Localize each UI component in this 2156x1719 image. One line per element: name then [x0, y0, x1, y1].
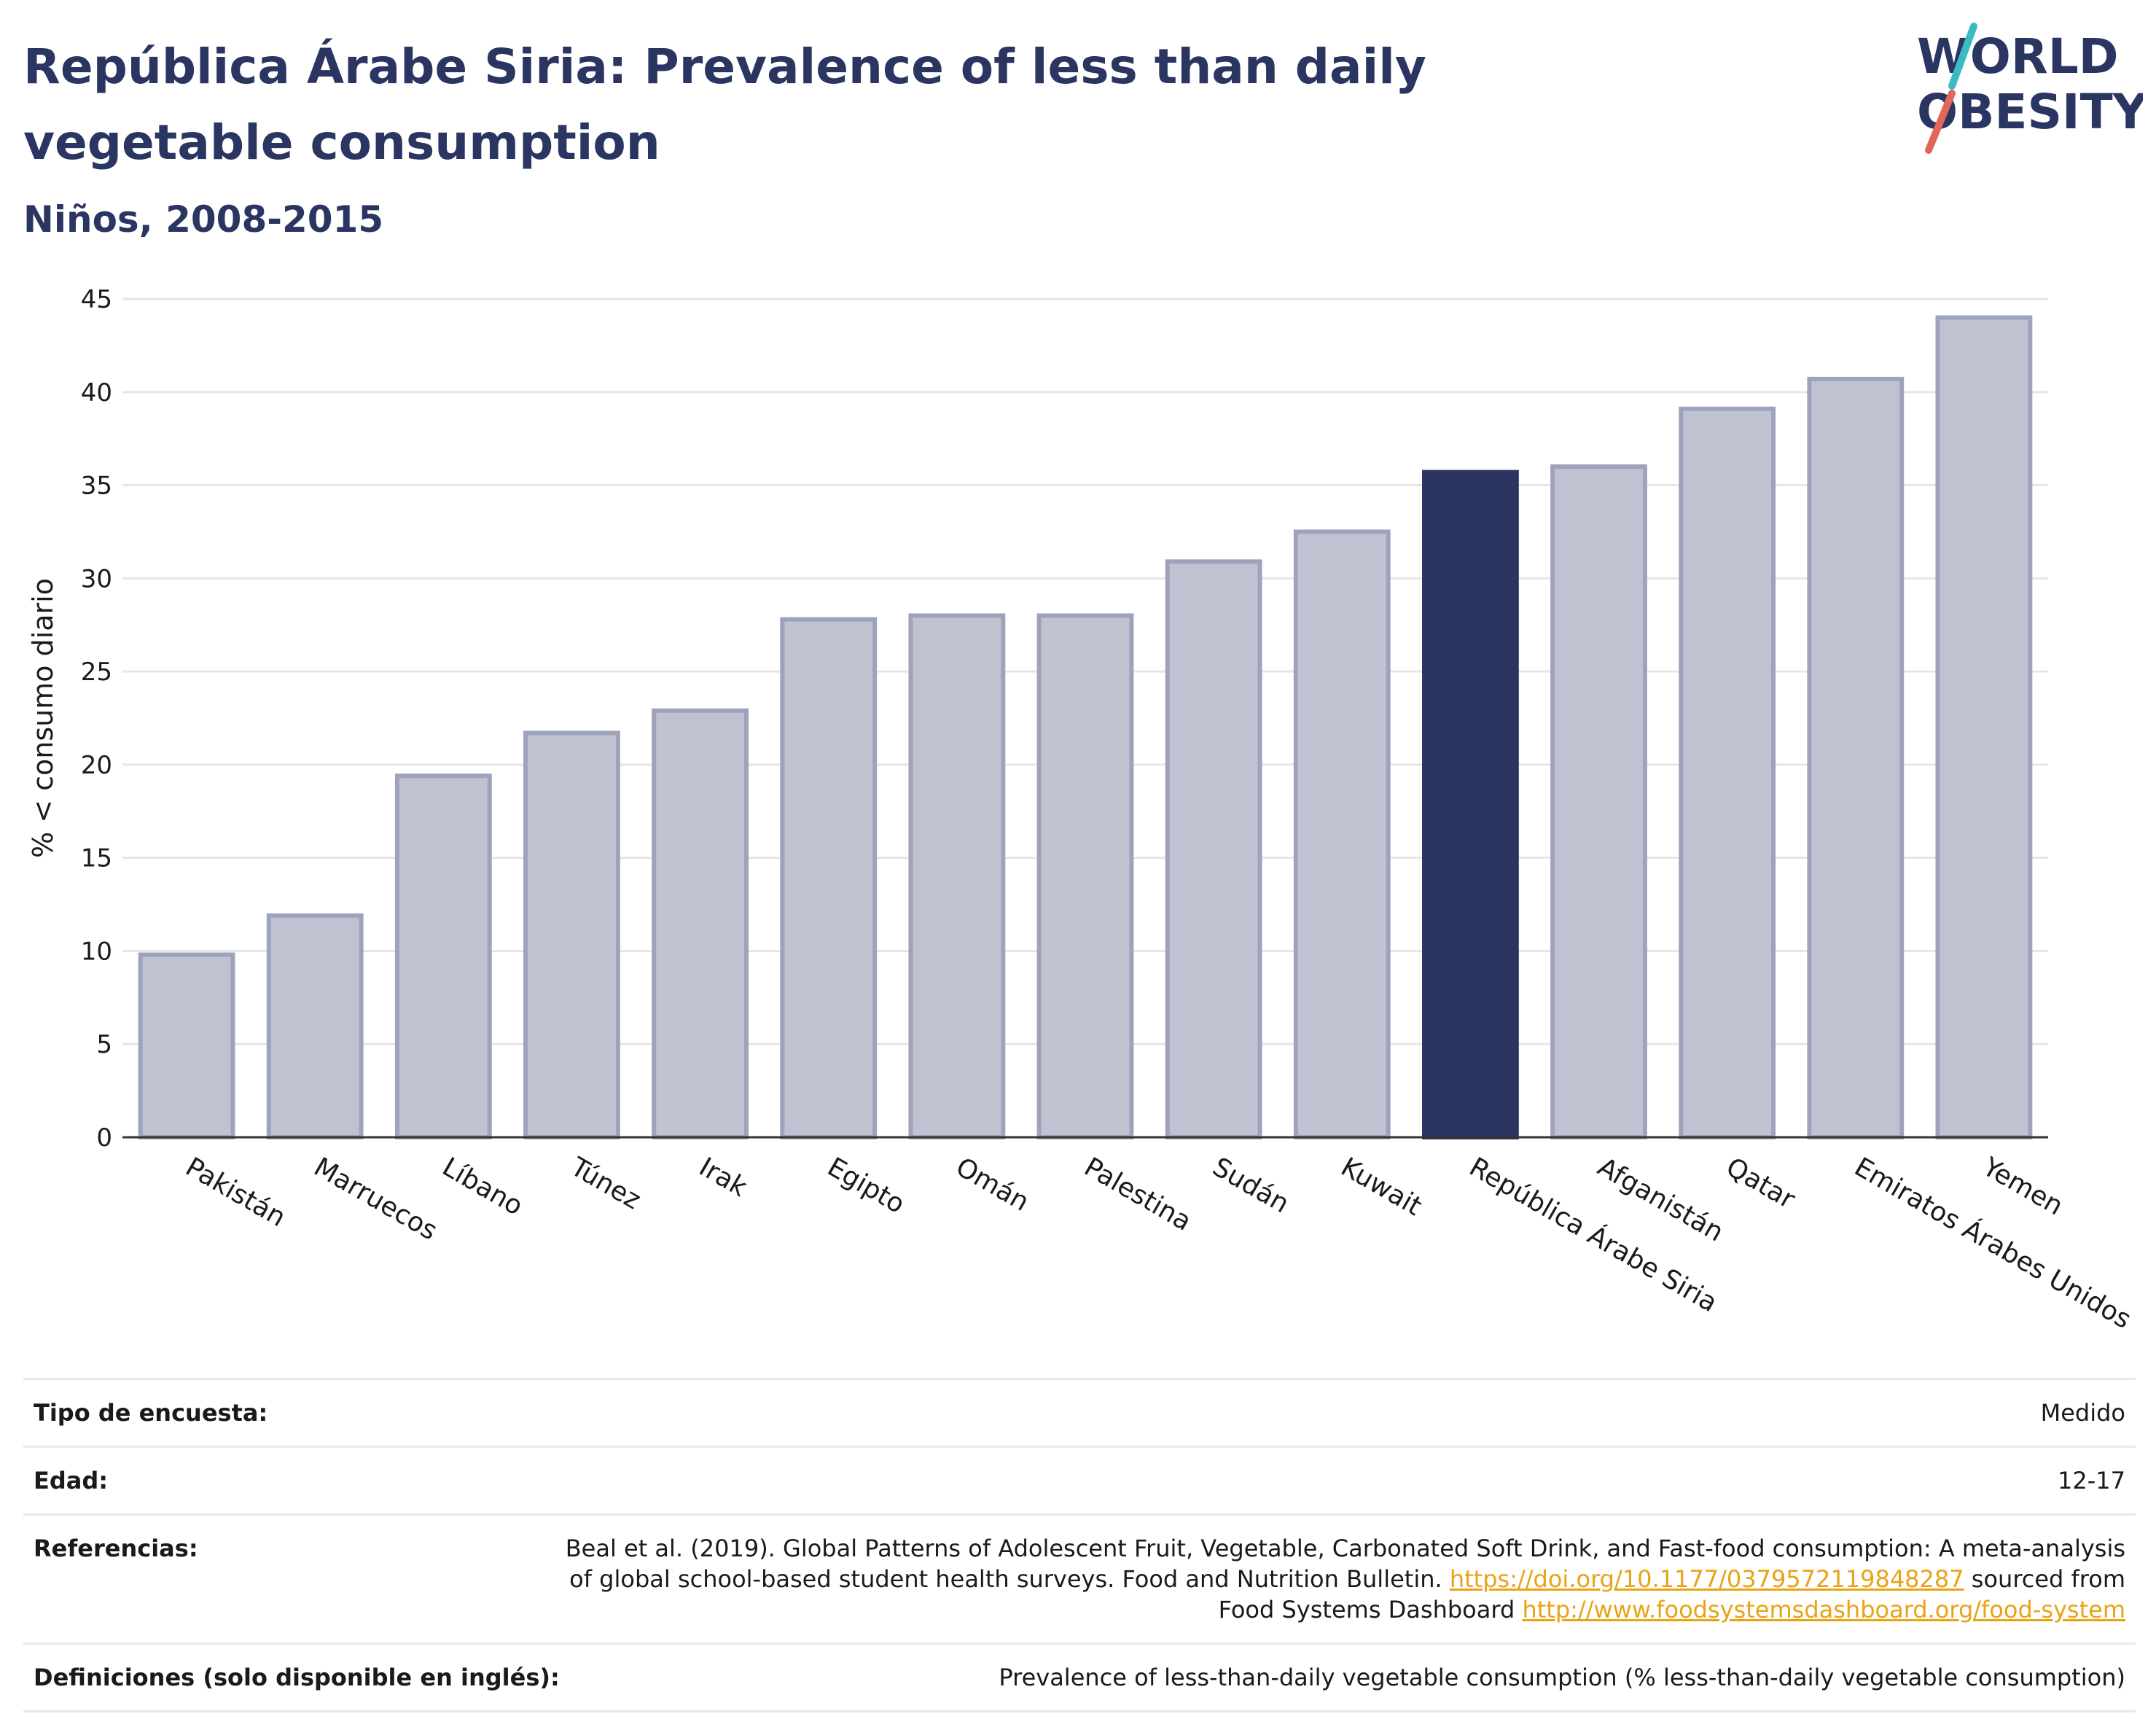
y-tick-label: 35 — [81, 472, 112, 501]
info-table: Tipo de encuesta: Medido Edad: 12-17 Ref… — [23, 1378, 2136, 1712]
logo-slash-top — [1948, 23, 1977, 90]
info-row-definitions: Definiciones (solo disponible en inglés)… — [23, 1642, 2136, 1712]
bar — [780, 617, 878, 1139]
references-source: sourced from Food Systems Dashboard — [1218, 1565, 2125, 1624]
y-tick-label: 45 — [81, 285, 112, 314]
age-value: 12-17 — [2058, 1467, 2125, 1494]
survey-type-value: Medido — [2040, 1399, 2125, 1427]
info-row-age: Edad: 12-17 — [23, 1446, 2136, 1513]
bar — [1165, 559, 1262, 1140]
bar — [908, 613, 1006, 1139]
doi-link[interactable]: https://doi.org/10.1177/0379572119848287 — [1449, 1565, 1964, 1593]
chart-title: República Árabe Siria: Prevalence of les… — [23, 39, 1426, 171]
references-label: Referencias: — [34, 1535, 198, 1562]
x-tick-label: Sudán — [1208, 1152, 1294, 1219]
y-tick-label: 15 — [81, 844, 112, 873]
bar — [1807, 376, 1905, 1139]
x-tick-label: Omán — [950, 1152, 1034, 1217]
x-tick-label: Yemen — [1977, 1152, 2069, 1222]
x-tick-label: Líbano — [437, 1152, 528, 1221]
bar — [1293, 529, 1391, 1139]
bar — [1935, 315, 2033, 1140]
bar — [1421, 469, 1519, 1139]
y-tick-label: 25 — [81, 658, 112, 687]
info-row-references: Referencias: Beal et al. (2019). Global … — [23, 1513, 2136, 1642]
y-tick-label: 0 — [96, 1123, 112, 1153]
y-tick-label: 40 — [81, 378, 112, 408]
y-tick-label: 30 — [81, 564, 112, 593]
y-tick-label: 10 — [81, 937, 112, 966]
x-tick-label: Kuwait — [1336, 1152, 1427, 1222]
references-value: Beal et al. (2019). Global Patterns of A… — [536, 1533, 2125, 1625]
bar — [138, 952, 235, 1139]
chart-subtitle: Niños, 2008-2015 — [23, 198, 384, 241]
x-tick-label: Irak — [694, 1152, 752, 1203]
survey-type-label: Tipo de encuesta: — [34, 1399, 268, 1427]
y-tick-label: 5 — [96, 1030, 112, 1059]
y-tick-label: 20 — [81, 751, 112, 780]
logo-text-world: WORLD — [1917, 28, 2119, 85]
references-text: Beal et al. (2019). Global Patterns of A… — [565, 1535, 2125, 1593]
info-row-survey-type: Tipo de encuesta: Medido — [23, 1378, 2136, 1446]
bar — [523, 730, 620, 1139]
bar — [1550, 464, 1647, 1139]
x-tick-label: Qatar — [1721, 1152, 1800, 1215]
world-obesity-logo: WORLD OBESITY — [1917, 23, 2143, 154]
logo-slash-bottom — [1925, 90, 1956, 154]
definitions-value: Prevalence of less-than-daily vegetable … — [999, 1664, 2125, 1691]
bar — [1036, 613, 1134, 1139]
bar — [266, 913, 364, 1140]
x-tick-label: Túnez — [565, 1152, 646, 1216]
bar-chart: 0 5 10 15 20 25 30 35 40 45 % < consumo diario Paki… — [27, 285, 2136, 1335]
x-tick-label: Palestina — [1079, 1152, 1197, 1237]
bar — [1679, 406, 1776, 1139]
x-tick-label: Pakistán — [181, 1152, 291, 1233]
dashboard-link[interactable]: http://www.foodsystemsdashboard.org/food… — [1522, 1596, 2125, 1624]
y-axis-title: % < consumo diario — [27, 578, 59, 858]
x-tick-label: Marruecos — [309, 1152, 442, 1246]
bar — [394, 773, 492, 1139]
definitions-label: Definiciones (solo disponible en inglés)… — [34, 1664, 560, 1691]
bar — [652, 708, 749, 1139]
x-tick-label: Egipto — [822, 1152, 910, 1220]
age-label: Edad: — [34, 1467, 109, 1494]
